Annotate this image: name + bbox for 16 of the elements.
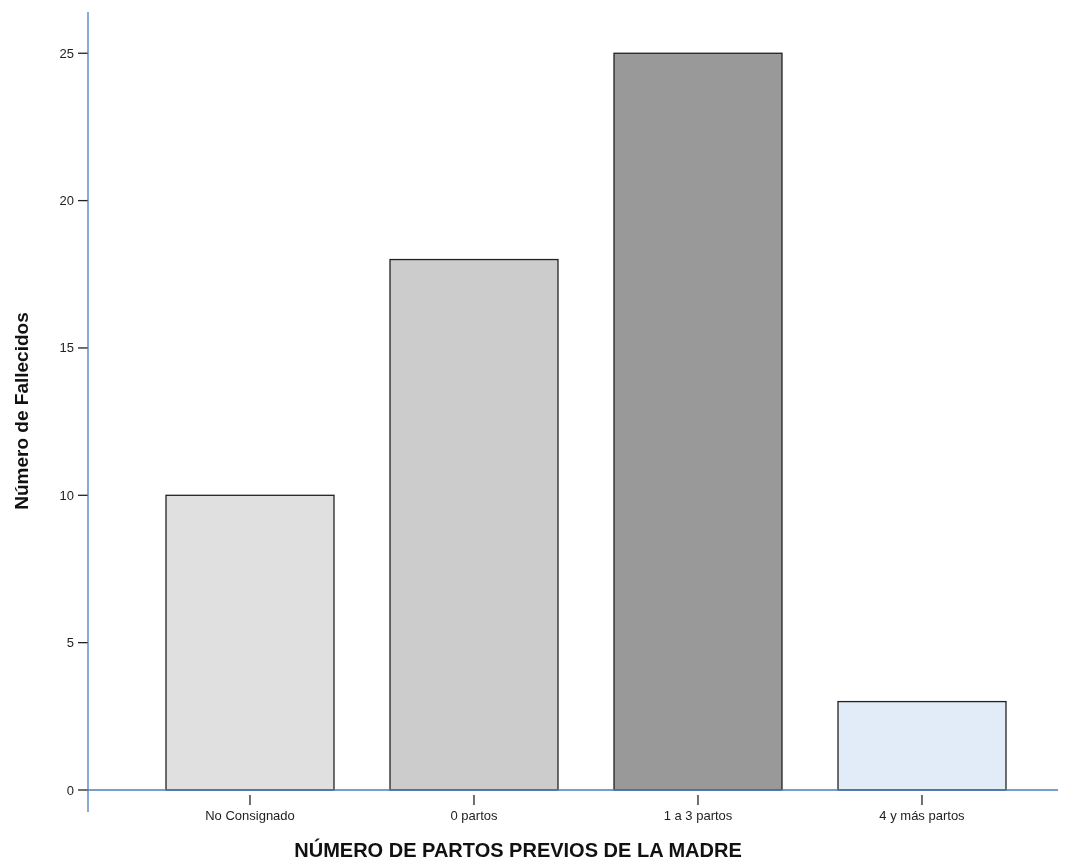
x-tick-label: No Consignado — [205, 808, 295, 823]
bar — [165, 494, 335, 791]
y-tick-label: 25 — [59, 45, 74, 61]
bar — [613, 52, 783, 791]
y-tick-label: 5 — [66, 635, 74, 651]
x-tick-label: 0 partos — [450, 808, 498, 823]
y-tick-label: 15 — [59, 340, 74, 356]
y-tick-label: 10 — [59, 487, 74, 503]
bar — [837, 700, 1007, 791]
x-tick-label: 4 y más partos — [879, 808, 966, 823]
bar — [389, 258, 559, 791]
y-tick-label: 0 — [66, 782, 74, 798]
y-tick-label: 20 — [59, 193, 74, 209]
y-axis-title: Número de Fallecidos — [11, 312, 32, 510]
x-tick-label: 1 a 3 partos — [663, 808, 733, 823]
x-axis-title: NÚMERO DE PARTOS PREVIOS DE LA MADRE — [294, 838, 742, 861]
